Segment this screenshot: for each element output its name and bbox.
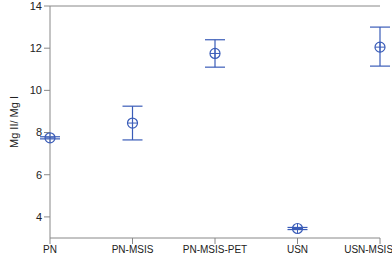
svg-text:14: 14: [30, 0, 42, 12]
svg-text:USN: USN: [287, 244, 308, 255]
svg-text:PN-MSIS: PN-MSIS: [112, 244, 154, 255]
svg-text:PN-MSIS-PET: PN-MSIS-PET: [183, 244, 247, 255]
svg-text:10: 10: [30, 84, 42, 96]
svg-text:8: 8: [36, 126, 42, 138]
svg-text:USN-MSIS-PET: USN-MSIS-PET: [344, 244, 384, 255]
svg-text:12: 12: [30, 42, 42, 54]
svg-text:Mg II/ Mg I: Mg II/ Mg I: [8, 96, 20, 148]
svg-text:6: 6: [36, 169, 42, 181]
svg-text:4: 4: [36, 211, 42, 223]
svg-text:PN: PN: [43, 244, 57, 255]
